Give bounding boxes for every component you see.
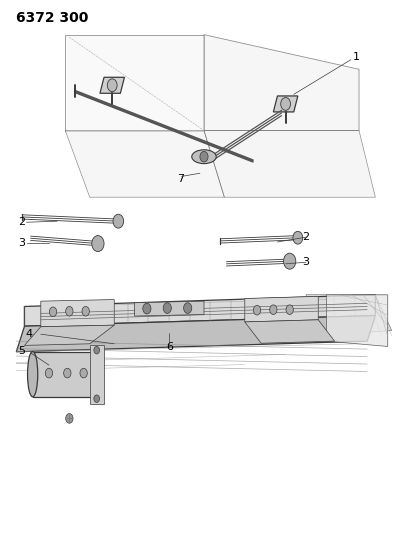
Circle shape xyxy=(64,368,71,378)
Polygon shape xyxy=(65,35,204,131)
Ellipse shape xyxy=(27,352,38,397)
Text: 3: 3 xyxy=(18,238,25,247)
Polygon shape xyxy=(245,320,335,343)
Text: 2: 2 xyxy=(302,232,309,242)
Polygon shape xyxy=(24,325,114,345)
Circle shape xyxy=(284,253,296,269)
Circle shape xyxy=(94,395,100,402)
Circle shape xyxy=(270,305,277,314)
Text: 6372 300: 6372 300 xyxy=(16,11,89,25)
Text: 4: 4 xyxy=(25,329,32,338)
Text: 3: 3 xyxy=(302,257,309,267)
Circle shape xyxy=(80,368,87,378)
Circle shape xyxy=(66,306,73,316)
Polygon shape xyxy=(24,295,375,326)
Circle shape xyxy=(293,231,303,244)
Polygon shape xyxy=(135,301,204,316)
Circle shape xyxy=(286,305,293,314)
Polygon shape xyxy=(90,345,104,404)
Circle shape xyxy=(82,306,89,316)
Circle shape xyxy=(66,414,73,423)
Polygon shape xyxy=(204,131,375,197)
Circle shape xyxy=(94,346,100,354)
Polygon shape xyxy=(306,295,392,336)
Polygon shape xyxy=(16,316,375,352)
Ellipse shape xyxy=(192,150,216,164)
Circle shape xyxy=(45,368,53,378)
Circle shape xyxy=(200,151,208,162)
Polygon shape xyxy=(245,296,318,322)
Polygon shape xyxy=(33,352,94,397)
Circle shape xyxy=(92,236,104,252)
Text: 6: 6 xyxy=(166,342,173,352)
Circle shape xyxy=(281,98,290,110)
Text: 7: 7 xyxy=(177,174,184,183)
Circle shape xyxy=(253,305,261,315)
Polygon shape xyxy=(100,77,124,93)
Circle shape xyxy=(163,303,171,313)
Polygon shape xyxy=(65,131,224,197)
Text: 5: 5 xyxy=(18,346,25,356)
Circle shape xyxy=(49,307,57,317)
Circle shape xyxy=(107,79,117,92)
Circle shape xyxy=(184,303,192,313)
Polygon shape xyxy=(326,295,388,346)
Polygon shape xyxy=(41,300,114,327)
Text: 2: 2 xyxy=(18,217,25,227)
Circle shape xyxy=(113,214,124,228)
Polygon shape xyxy=(204,35,359,131)
Circle shape xyxy=(143,303,151,314)
Text: 1: 1 xyxy=(353,52,360,62)
Polygon shape xyxy=(273,96,298,112)
